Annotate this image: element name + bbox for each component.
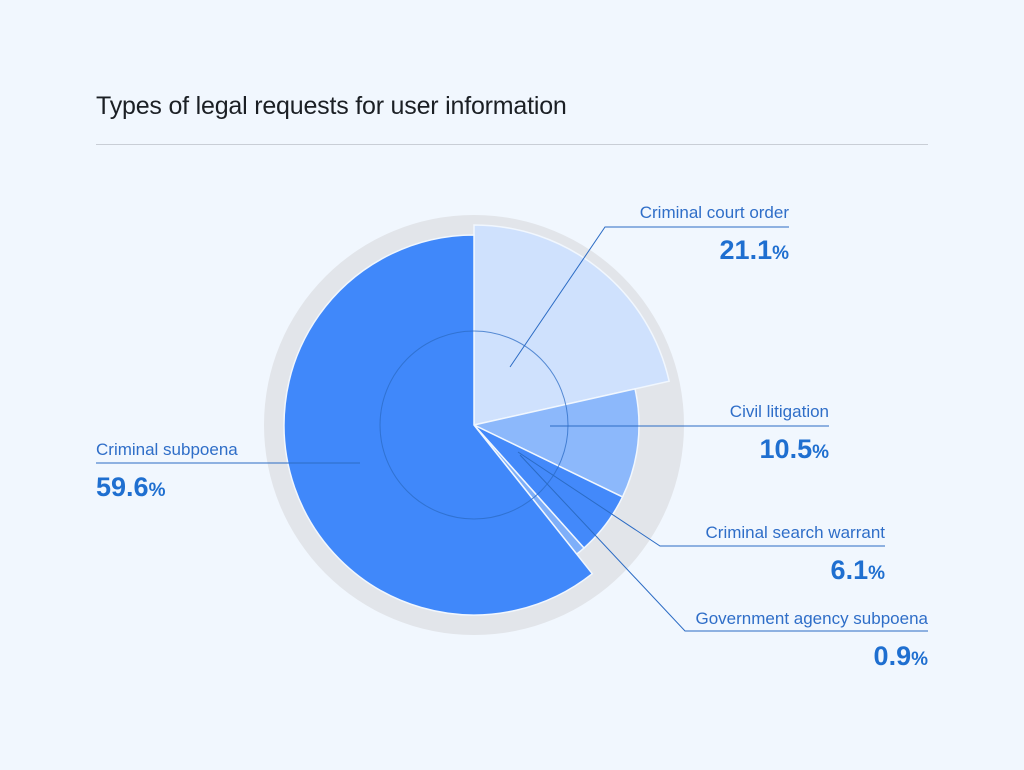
slice-value-criminal-search-warrant: 6.1%: [831, 555, 886, 585]
leader-line-criminal-court-order: [509, 226, 789, 368]
slice-value-government-agency-subpoena: 0.9%: [874, 641, 929, 671]
leader-line-government-agency-subpoena: [519, 454, 928, 632]
slice-value-criminal-subpoena: 59.6%: [96, 472, 166, 502]
pie-slice-criminal-court-order: [473, 224, 671, 426]
pie-slice-criminal-subpoena: [283, 234, 594, 616]
leader-line-criminal-search-warrant: [517, 451, 885, 547]
chart-title: Types of legal requests for user informa…: [96, 92, 567, 120]
center-ring: [379, 330, 569, 520]
slice-value-civil-litigation: 10.5%: [760, 434, 830, 464]
slice-label-criminal-subpoena: Criminal subpoena: [96, 440, 238, 459]
slice-label-criminal-court-order: Criminal court order: [640, 203, 790, 222]
slice-label-civil-litigation: Civil litigation: [730, 402, 829, 421]
slice-value-criminal-court-order: 21.1%: [720, 235, 790, 265]
slice-label-criminal-search-warrant: Criminal search warrant: [706, 523, 886, 542]
title-divider: [96, 144, 928, 145]
slice-label-government-agency-subpoena: Government agency subpoena: [696, 609, 929, 628]
pie-slice-civil-litigation: [471, 387, 640, 498]
